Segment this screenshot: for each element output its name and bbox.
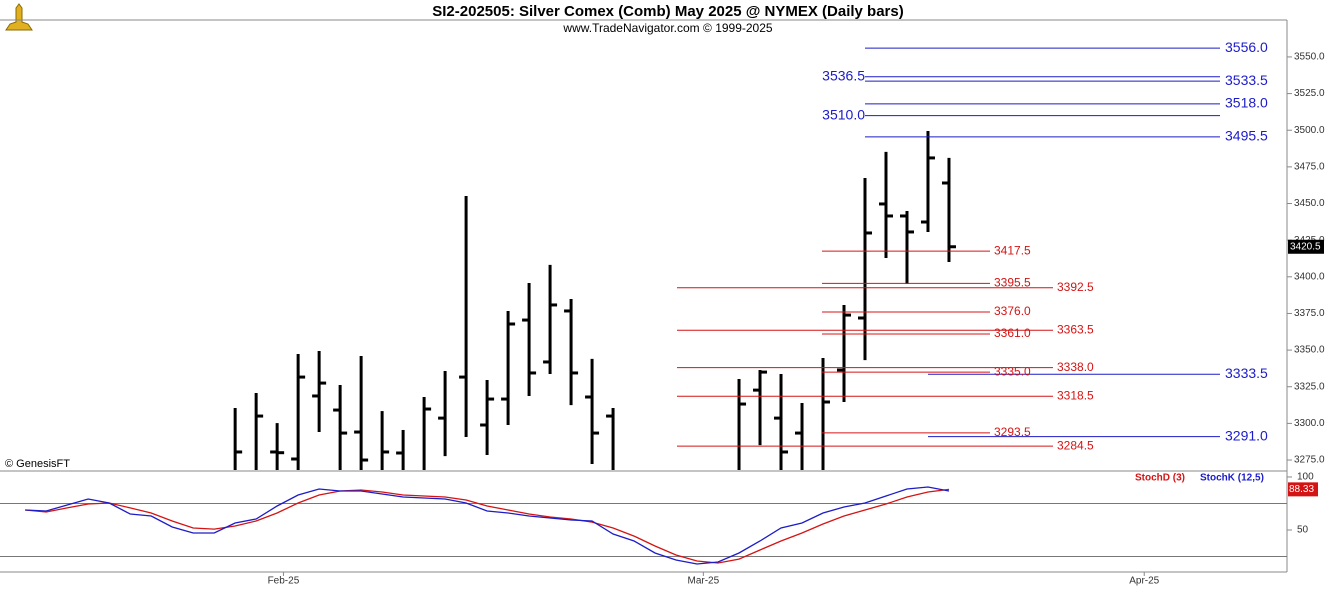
level-label: 3291.0 <box>1225 427 1268 443</box>
stoch-line <box>25 486 950 565</box>
level-label: 3335.0 <box>994 364 1031 378</box>
stoch-line <box>25 488 950 564</box>
level-label: 3293.5 <box>994 425 1031 439</box>
level-label: 3376.0 <box>994 304 1031 318</box>
legend-entry: StochD (3) <box>1135 473 1185 484</box>
level-label: 3363.5 <box>1057 322 1094 336</box>
y-tick-label: 50 <box>1297 525 1309 536</box>
x-tick-label: Feb-25 <box>268 576 300 587</box>
level-label: 3556.0 <box>1225 39 1268 55</box>
y-tick-label: 3325.0 <box>1294 381 1325 392</box>
level-label: 3395.5 <box>994 276 1031 290</box>
level-label: 3333.5 <box>1225 365 1268 381</box>
y-tick-label: 3550.0 <box>1294 52 1325 63</box>
last-value-label: 88.33 <box>1289 484 1314 495</box>
y-tick-label: 3400.0 <box>1294 271 1325 282</box>
level-label: 3533.5 <box>1225 72 1268 88</box>
level-label: 3392.5 <box>1057 280 1094 294</box>
y-tick-label: 3450.0 <box>1294 198 1325 209</box>
last-value-box <box>1288 482 1318 497</box>
watermark: © GenesisFT <box>5 458 70 470</box>
legend-entry: StochK (12,5) <box>1200 473 1264 484</box>
x-tick-label: Apr-25 <box>1129 576 1159 587</box>
y-tick-label: 3525.0 <box>1294 88 1325 99</box>
level-label: 3417.5 <box>994 243 1031 257</box>
level-label: 3361.0 <box>994 326 1031 340</box>
chart-subtitle: www.TradeNavigator.com © 1999-2025 <box>562 21 772 35</box>
level-label: 3495.5 <box>1225 128 1268 144</box>
level-label: 3338.0 <box>1057 360 1094 374</box>
y-tick-label: 3350.0 <box>1294 345 1325 356</box>
y-tick-label: 3375.0 <box>1294 308 1325 319</box>
level-label: 3284.5 <box>1057 438 1094 452</box>
level-label: 3318.5 <box>1057 388 1094 402</box>
level-label: 3518.0 <box>1225 95 1268 111</box>
last-price-label: 3420.5 <box>1290 241 1321 252</box>
level-label: 3536.5 <box>822 67 865 83</box>
price-plot <box>233 130 956 470</box>
y-tick-label: 3475.0 <box>1294 162 1325 173</box>
logo <box>5 3 33 31</box>
y-tick-label: 3300.0 <box>1294 418 1325 429</box>
y-tick-label: 3275.0 <box>1294 455 1325 466</box>
y-tick-label: 100 <box>1297 472 1314 483</box>
x-tick-label: Mar-25 <box>687 576 719 587</box>
y-tick-label: 3500.0 <box>1294 125 1325 136</box>
last-price-box <box>1288 239 1324 254</box>
chart-title: SI2-202505: Silver Comex (Comb) May 2025… <box>432 3 903 20</box>
level-label: 3510.0 <box>822 106 865 122</box>
